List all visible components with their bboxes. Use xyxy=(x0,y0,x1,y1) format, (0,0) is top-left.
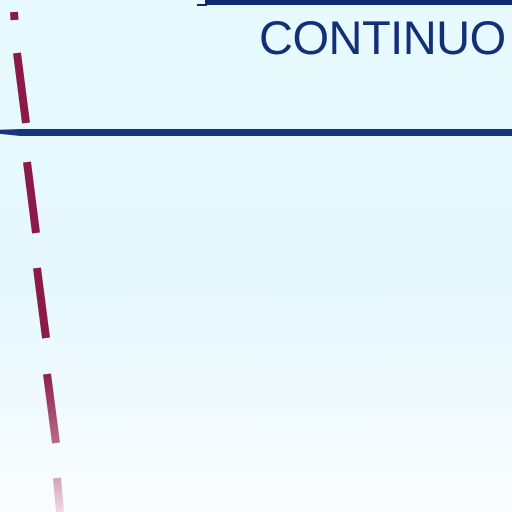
dash-segment xyxy=(33,267,50,339)
top-rule-line xyxy=(205,0,512,5)
dash-segment xyxy=(10,11,19,21)
dash-segment xyxy=(23,161,40,234)
dashed-margin-line xyxy=(10,11,64,512)
dash-segment xyxy=(43,373,60,444)
dash-segment xyxy=(13,52,30,124)
header-title: CONTINUO xyxy=(259,11,506,64)
top-rule-tick xyxy=(197,4,207,6)
header-divider-line xyxy=(0,129,512,136)
dash-segment xyxy=(53,477,64,512)
